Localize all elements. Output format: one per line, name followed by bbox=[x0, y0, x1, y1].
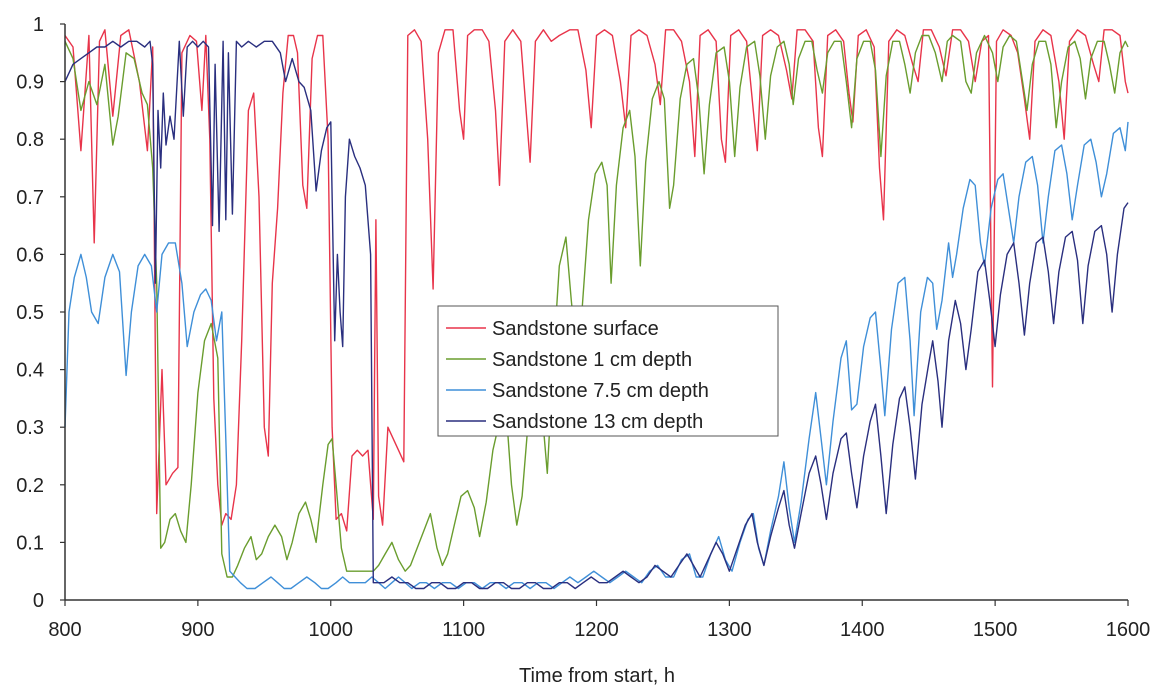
y-tick-label: 0.1 bbox=[16, 532, 44, 554]
x-tick-label: 1400 bbox=[840, 619, 885, 641]
y-tick-label: 0.6 bbox=[16, 244, 44, 266]
x-tick-label: 800 bbox=[48, 619, 81, 641]
legend-label: Sandstone 1 cm depth bbox=[492, 349, 692, 371]
y-tick-label: 0 bbox=[33, 590, 44, 612]
x-tick-label: 1300 bbox=[707, 619, 752, 641]
y-tick-label: 0.4 bbox=[16, 360, 44, 382]
legend-label: Sandstone 7.5 cm depth bbox=[492, 380, 709, 402]
x-axis-title: Time from start, h bbox=[519, 665, 675, 687]
y-tick-label: 0.8 bbox=[16, 129, 44, 151]
legend-box bbox=[437, 305, 779, 437]
y-tick-label: 0.5 bbox=[16, 302, 44, 324]
series-line-1 bbox=[64, 29, 1129, 532]
y-tick-label: 0.2 bbox=[16, 475, 44, 497]
x-tick-label: 1200 bbox=[574, 619, 619, 641]
series-layer bbox=[64, 29, 1129, 590]
y-tick-label: 0.7 bbox=[16, 187, 44, 209]
x-tick-label: 1100 bbox=[442, 619, 485, 641]
series-line-4 bbox=[64, 40, 1129, 590]
series-line-3 bbox=[64, 121, 1129, 590]
legend: Sandstone surface Sandstone 1 cm depth San… bbox=[437, 305, 779, 437]
y-tick-label: 0.9 bbox=[16, 72, 44, 94]
series-line-2 bbox=[64, 34, 1129, 578]
x-tick-label: 900 bbox=[181, 619, 214, 641]
x-axis-ticks: 800 900 1000 1100 1200 1300 1400 1500 1600 bbox=[48, 600, 1150, 641]
x-tick-label: 1000 bbox=[309, 619, 354, 641]
y-tick-label: 0.3 bbox=[16, 417, 44, 439]
legend-label: Sandstone surface bbox=[492, 318, 659, 340]
y-tick-label: 1 bbox=[33, 14, 44, 36]
x-tick-label: 1500 bbox=[973, 619, 1018, 641]
x-tick-label: 1600 bbox=[1106, 619, 1151, 641]
y-axis-ticks: 0 0.1 0.2 0.3 0.4 0.5 0.6 0.7 0.8 0.9 1 bbox=[16, 14, 65, 612]
legend-label: Sandstone 13 cm depth bbox=[492, 411, 703, 433]
